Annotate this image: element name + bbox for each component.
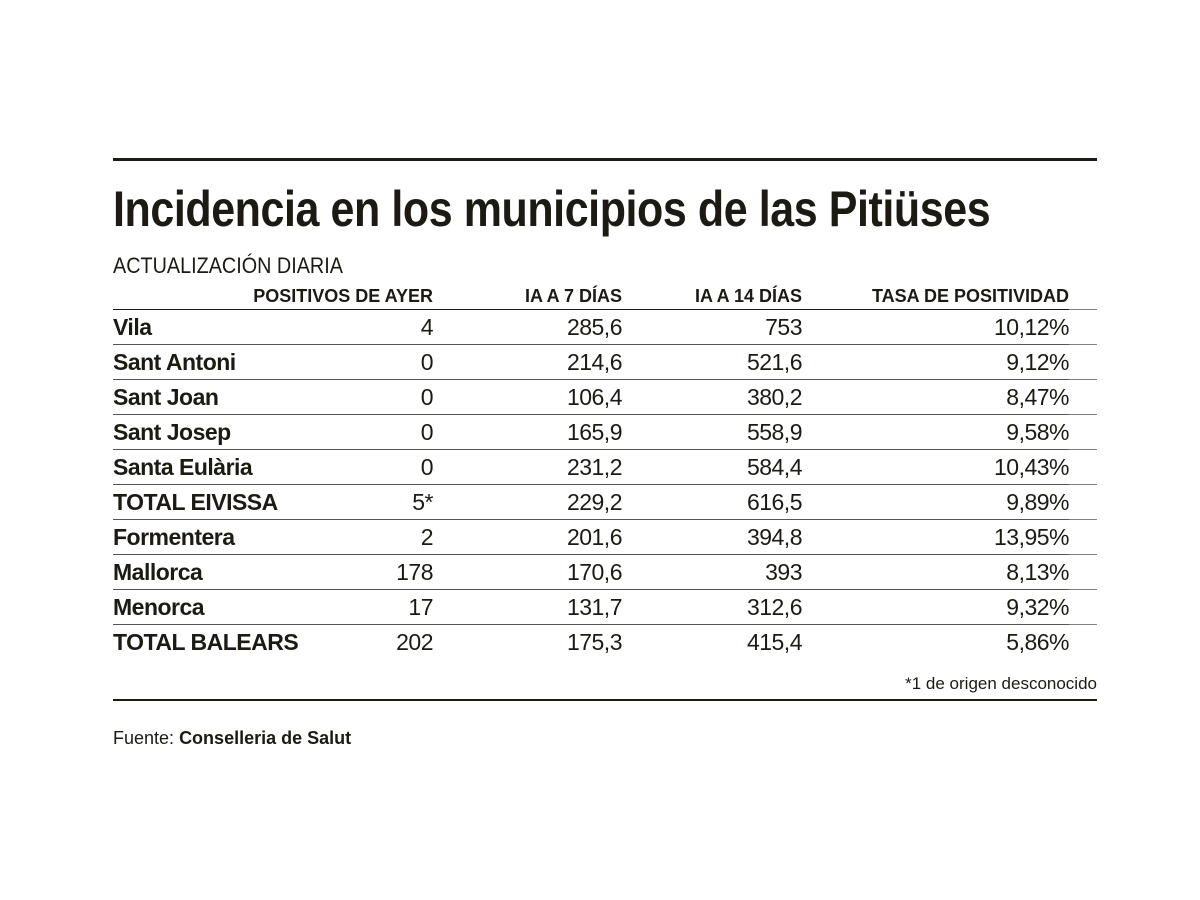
table-cell: 175,3 [566, 628, 623, 655]
municipality-name: Vila [113, 309, 243, 345]
source-credit: Fuente: Conselleria de Salut [113, 728, 351, 749]
municipality-name: Menorca [113, 589, 243, 625]
row-spacer [1069, 519, 1097, 555]
municipality-name: TOTAL BALEARS [113, 628, 299, 655]
table-cell: 13,95% [802, 519, 1070, 555]
table-cell: 8,13% [802, 554, 1070, 590]
table-cell: 285,6 [433, 309, 623, 345]
table-cell: 201,6 [433, 519, 623, 555]
table-cell: 312,6 [622, 589, 803, 625]
table-cell: 0 [243, 344, 434, 380]
row-spacer [1069, 414, 1097, 450]
row-spacer [1069, 484, 1097, 520]
table-cell: 584,4 [622, 449, 803, 485]
subtitle: ACTUALIZACIÓN DIARIA [113, 253, 343, 278]
table-cell: 106,4 [433, 379, 623, 415]
table-cell: 558,9 [622, 414, 803, 450]
table-cell: 131,7 [433, 589, 623, 625]
municipality-name: TOTAL EIVISSA [113, 484, 278, 520]
table-row: Vila 4 285,6 753 10,12% [113, 309, 1097, 345]
table-cell: 10,12% [802, 309, 1070, 345]
table-row: TOTAL EIVISSA 5* 229,2 616,5 9,89% [113, 484, 1097, 520]
municipality-name: Sant Joan [113, 379, 243, 415]
header-municipality [113, 283, 243, 310]
table-cell: 178 [243, 554, 434, 590]
table-cell: 0 [243, 379, 434, 415]
table-cell: 214,6 [433, 344, 623, 380]
footnote: *1 de origen desconocido [905, 674, 1097, 693]
municipality-name: Mallorca [113, 554, 243, 590]
table-cell: 521,6 [622, 344, 803, 380]
table-row: Santa Eulària 0 231,2 584,4 10,43% [113, 449, 1097, 485]
table-cell: 394,8 [622, 519, 803, 555]
table-row: Mallorca 178 170,6 393 8,13% [113, 554, 1097, 590]
table-row: Sant Josep 0 165,9 558,9 9,58% [113, 414, 1097, 450]
top-rule [113, 158, 1097, 161]
row-spacer [1069, 379, 1097, 415]
source-value: Conselleria de Salut [179, 728, 352, 748]
table-cell: 9,58% [802, 414, 1070, 450]
column-header: IA A 7 DÍAS [433, 283, 622, 310]
table-row: Menorca 17 131,7 312,6 9,32% [113, 589, 1097, 625]
row-spacer [1069, 449, 1097, 485]
column-header: POSITIVOS DE AYER [243, 283, 433, 310]
table-cell: 17 [243, 589, 434, 625]
table-cell: 393 [622, 554, 803, 590]
table-row: TOTAL BALEARS 202 175,3 415,4 5,86% [113, 625, 1097, 660]
table-cell: 616,5 [622, 484, 803, 520]
table-cell: 415,4 [746, 628, 803, 655]
row-spacer [1069, 625, 1097, 660]
table-cell: 2 [243, 519, 434, 555]
table-cell: 753 [622, 309, 803, 345]
table-row: Sant Joan 0 106,4 380,2 8,47% [113, 379, 1097, 415]
column-header: IA A 14 DÍAS [622, 283, 802, 310]
bottom-rule [113, 699, 1097, 701]
table-cell: 165,9 [433, 414, 623, 450]
table-cell: 170,6 [433, 554, 623, 590]
row-spacer [1069, 344, 1097, 380]
source-label: Fuente: [113, 728, 175, 748]
table-cell: 229,2 [433, 484, 623, 520]
table-cell: 9,32% [802, 589, 1070, 625]
municipality-name: Sant Josep [113, 414, 243, 450]
row-spacer [1069, 309, 1097, 345]
municipality-name: Sant Antoni [113, 344, 243, 380]
municipality-name: Santa Eulària [113, 449, 253, 485]
column-header: TASA DE POSITIVIDAD [802, 283, 1069, 310]
row-spacer [1069, 554, 1097, 590]
page-title: Incidencia en los municipios de las Piti… [113, 181, 991, 237]
municipality-name: Formentera [113, 519, 243, 555]
table-cell: 5,86% [1006, 628, 1069, 655]
incidence-table: POSITIVOS DE AYER IA A 7 DÍAS IA A 14 DÍAS… [113, 283, 1097, 659]
table-cell: 5* [243, 484, 434, 520]
table-cell: 10,43% [802, 449, 1070, 485]
table-cell: 0 [243, 449, 434, 485]
table-cell: 380,2 [622, 379, 803, 415]
table-cell: 9,89% [802, 484, 1070, 520]
header-spacer [1069, 283, 1097, 310]
table-cell: 4 [243, 309, 434, 345]
table-cell: 0 [243, 414, 434, 450]
table-cell: 202 [396, 628, 433, 655]
row-spacer [1069, 589, 1097, 625]
table-cell: 9,12% [802, 344, 1070, 380]
table-row: Formentera 2 201,6 394,8 13,95% [113, 519, 1097, 555]
table-row: Sant Antoni 0 214,6 521,6 9,12% [113, 344, 1097, 380]
table-cell: 8,47% [802, 379, 1070, 415]
table-header-row: POSITIVOS DE AYER IA A 7 DÍAS IA A 14 DÍAS… [113, 283, 1097, 310]
table-cell: 231,2 [433, 449, 623, 485]
